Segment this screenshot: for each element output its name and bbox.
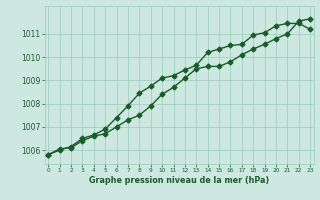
X-axis label: Graphe pression niveau de la mer (hPa): Graphe pression niveau de la mer (hPa) <box>89 176 269 185</box>
